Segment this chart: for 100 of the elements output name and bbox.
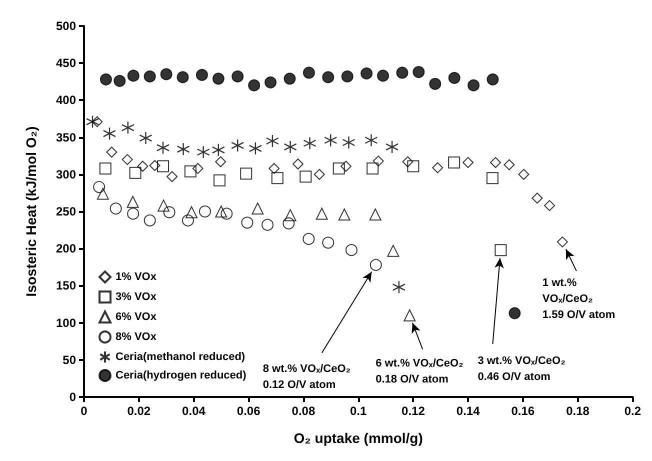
point [264, 76, 277, 88]
point [157, 160, 170, 172]
x-tick-label: 0.04 [182, 404, 206, 418]
point [345, 244, 358, 256]
point [144, 214, 156, 226]
point [127, 208, 140, 220]
point [341, 70, 354, 82]
point [448, 72, 460, 84]
point [182, 214, 194, 226]
point [284, 209, 296, 222]
point [86, 115, 100, 128]
point [186, 206, 198, 218]
point [429, 78, 442, 90]
x-tick-label: 0.06 [236, 404, 261, 418]
point [144, 70, 156, 82]
y-tick-label: 350 [56, 130, 76, 144]
point [412, 66, 425, 78]
point [462, 157, 474, 168]
point [342, 136, 356, 150]
x-tick-label: 0.2 [624, 404, 642, 418]
point [241, 216, 254, 229]
y-tick-label: 100 [56, 316, 76, 330]
point [139, 131, 152, 145]
point [392, 280, 406, 294]
y-tick-label: 150 [56, 278, 76, 293]
point [340, 160, 352, 172]
point [494, 244, 507, 256]
point [284, 140, 297, 154]
point [486, 172, 498, 184]
legend-label: Ceria(hydrogen reduced) [116, 370, 247, 382]
point [110, 202, 122, 215]
point [121, 121, 134, 134]
point [266, 134, 280, 148]
x-tick-label: 0.1 [350, 404, 367, 418]
point [99, 162, 112, 174]
y-tick-label: 200 [56, 242, 76, 256]
point [149, 160, 160, 171]
legend-label: Ceria(methanol reduced) [116, 351, 246, 363]
point [271, 172, 284, 184]
point [198, 206, 211, 218]
point [166, 171, 178, 182]
point [300, 170, 312, 183]
point [212, 72, 224, 85]
point [163, 206, 176, 218]
point [322, 236, 334, 249]
point [196, 68, 208, 81]
point [504, 159, 515, 170]
point [160, 68, 172, 80]
point [518, 168, 530, 180]
point [156, 141, 170, 154]
point [402, 156, 414, 168]
y-tick-label: 400 [56, 93, 76, 108]
point [556, 236, 568, 248]
point [372, 156, 384, 167]
y-tick-label: 250 [56, 204, 76, 218]
point [316, 208, 328, 220]
x-tick-label: 0.16 [511, 404, 535, 418]
point [292, 158, 304, 170]
point [93, 181, 106, 194]
point [486, 73, 499, 86]
y-tick-label: 500 [56, 19, 76, 33]
point [114, 74, 126, 87]
point [126, 196, 139, 208]
point [268, 162, 280, 174]
annotation: 1 wt.% VOₓ/CeO₂ 1.59 O/V atom [542, 276, 616, 321]
point [176, 71, 189, 84]
point [158, 200, 170, 212]
point [129, 166, 142, 179]
annotation: 8 wt.% VOₓ/CeO₂ 0.12 O/V atom [262, 362, 351, 391]
point [248, 142, 262, 156]
point [370, 258, 382, 271]
point [302, 66, 315, 79]
point [122, 154, 133, 166]
point [396, 66, 408, 79]
point [314, 168, 325, 180]
point [137, 160, 148, 172]
x-axis-title: O₂ uptake (mmol/g) [294, 430, 423, 446]
point [387, 244, 400, 257]
point [432, 162, 444, 174]
point [404, 309, 416, 322]
point [385, 140, 399, 154]
legend-label: 3% VOx [116, 291, 158, 303]
point [282, 217, 295, 230]
point [302, 232, 315, 245]
point [215, 206, 228, 218]
point [176, 142, 190, 156]
y-axis-title: Isosteric Heat (kJ/mol O₂) [23, 126, 39, 297]
y-tick-label: 0 [69, 390, 76, 404]
point [303, 136, 316, 150]
x-tick-label: 0.02 [127, 404, 151, 418]
point [366, 162, 379, 174]
point [407, 160, 420, 172]
point [324, 134, 338, 147]
point [338, 208, 350, 220]
point [100, 73, 112, 86]
point [102, 126, 116, 140]
point [96, 188, 109, 200]
x-tick-label: 0.14 [456, 404, 480, 418]
point [252, 202, 264, 215]
point [262, 218, 274, 231]
